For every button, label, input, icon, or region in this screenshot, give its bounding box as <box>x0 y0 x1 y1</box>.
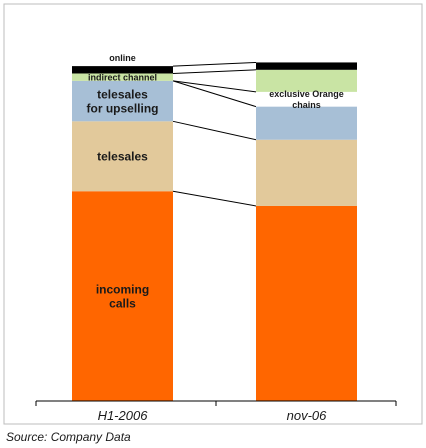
x-tick-label-nov-06: nov-06 <box>287 408 328 423</box>
bar-telesales-for-upselling-nov-06 <box>256 106 357 140</box>
x-axis-ticks: H1-2006 nov-06 <box>35 401 397 423</box>
connector-indirect-channel <box>172 69 257 74</box>
label-exclusive-orange-chains: exclusive Orange chains <box>269 89 344 110</box>
source-note: Source: Company Data <box>6 430 131 444</box>
bar-incoming-calls-nov-06 <box>256 205 357 401</box>
connector-lines <box>172 61 257 207</box>
bar-incoming-calls-h1-2006 <box>72 191 173 401</box>
bar-online-nov-06 <box>256 62 357 70</box>
label-telesales: telesales <box>97 149 148 163</box>
bars <box>72 62 357 401</box>
connector-incoming-calls <box>172 190 257 207</box>
chart-frame <box>3 3 423 425</box>
bar-telesales-nov-06 <box>256 139 357 206</box>
bar-online-h1-2006 <box>72 66 173 74</box>
bar-telesales-for-upselling-h1-2006 <box>72 80 173 122</box>
label-incoming-calls: incoming calls <box>96 282 149 310</box>
bar-exclusive-orange-chains-nov-06 <box>256 91 357 107</box>
label-telesales-for-upselling: telesales for upselling <box>87 87 159 115</box>
connector-online <box>172 61 257 67</box>
bar-indirect-channel-nov-06 <box>256 69 357 92</box>
connector-exclusive-orange-chains <box>172 80 257 93</box>
bar-indirect-channel-h1-2006 <box>72 73 173 81</box>
segment-labels: incoming calls telesales telesales for upsel… <box>87 53 344 310</box>
label-online: online <box>109 53 136 63</box>
connector-telesales-for-upselling <box>172 80 257 108</box>
bar-telesales-h1-2006 <box>72 121 173 192</box>
label-indirect-channel: indirect channel <box>88 72 157 82</box>
connector-telesales <box>172 120 257 141</box>
x-tick-label-h1-2006: H1-2006 <box>98 408 149 423</box>
